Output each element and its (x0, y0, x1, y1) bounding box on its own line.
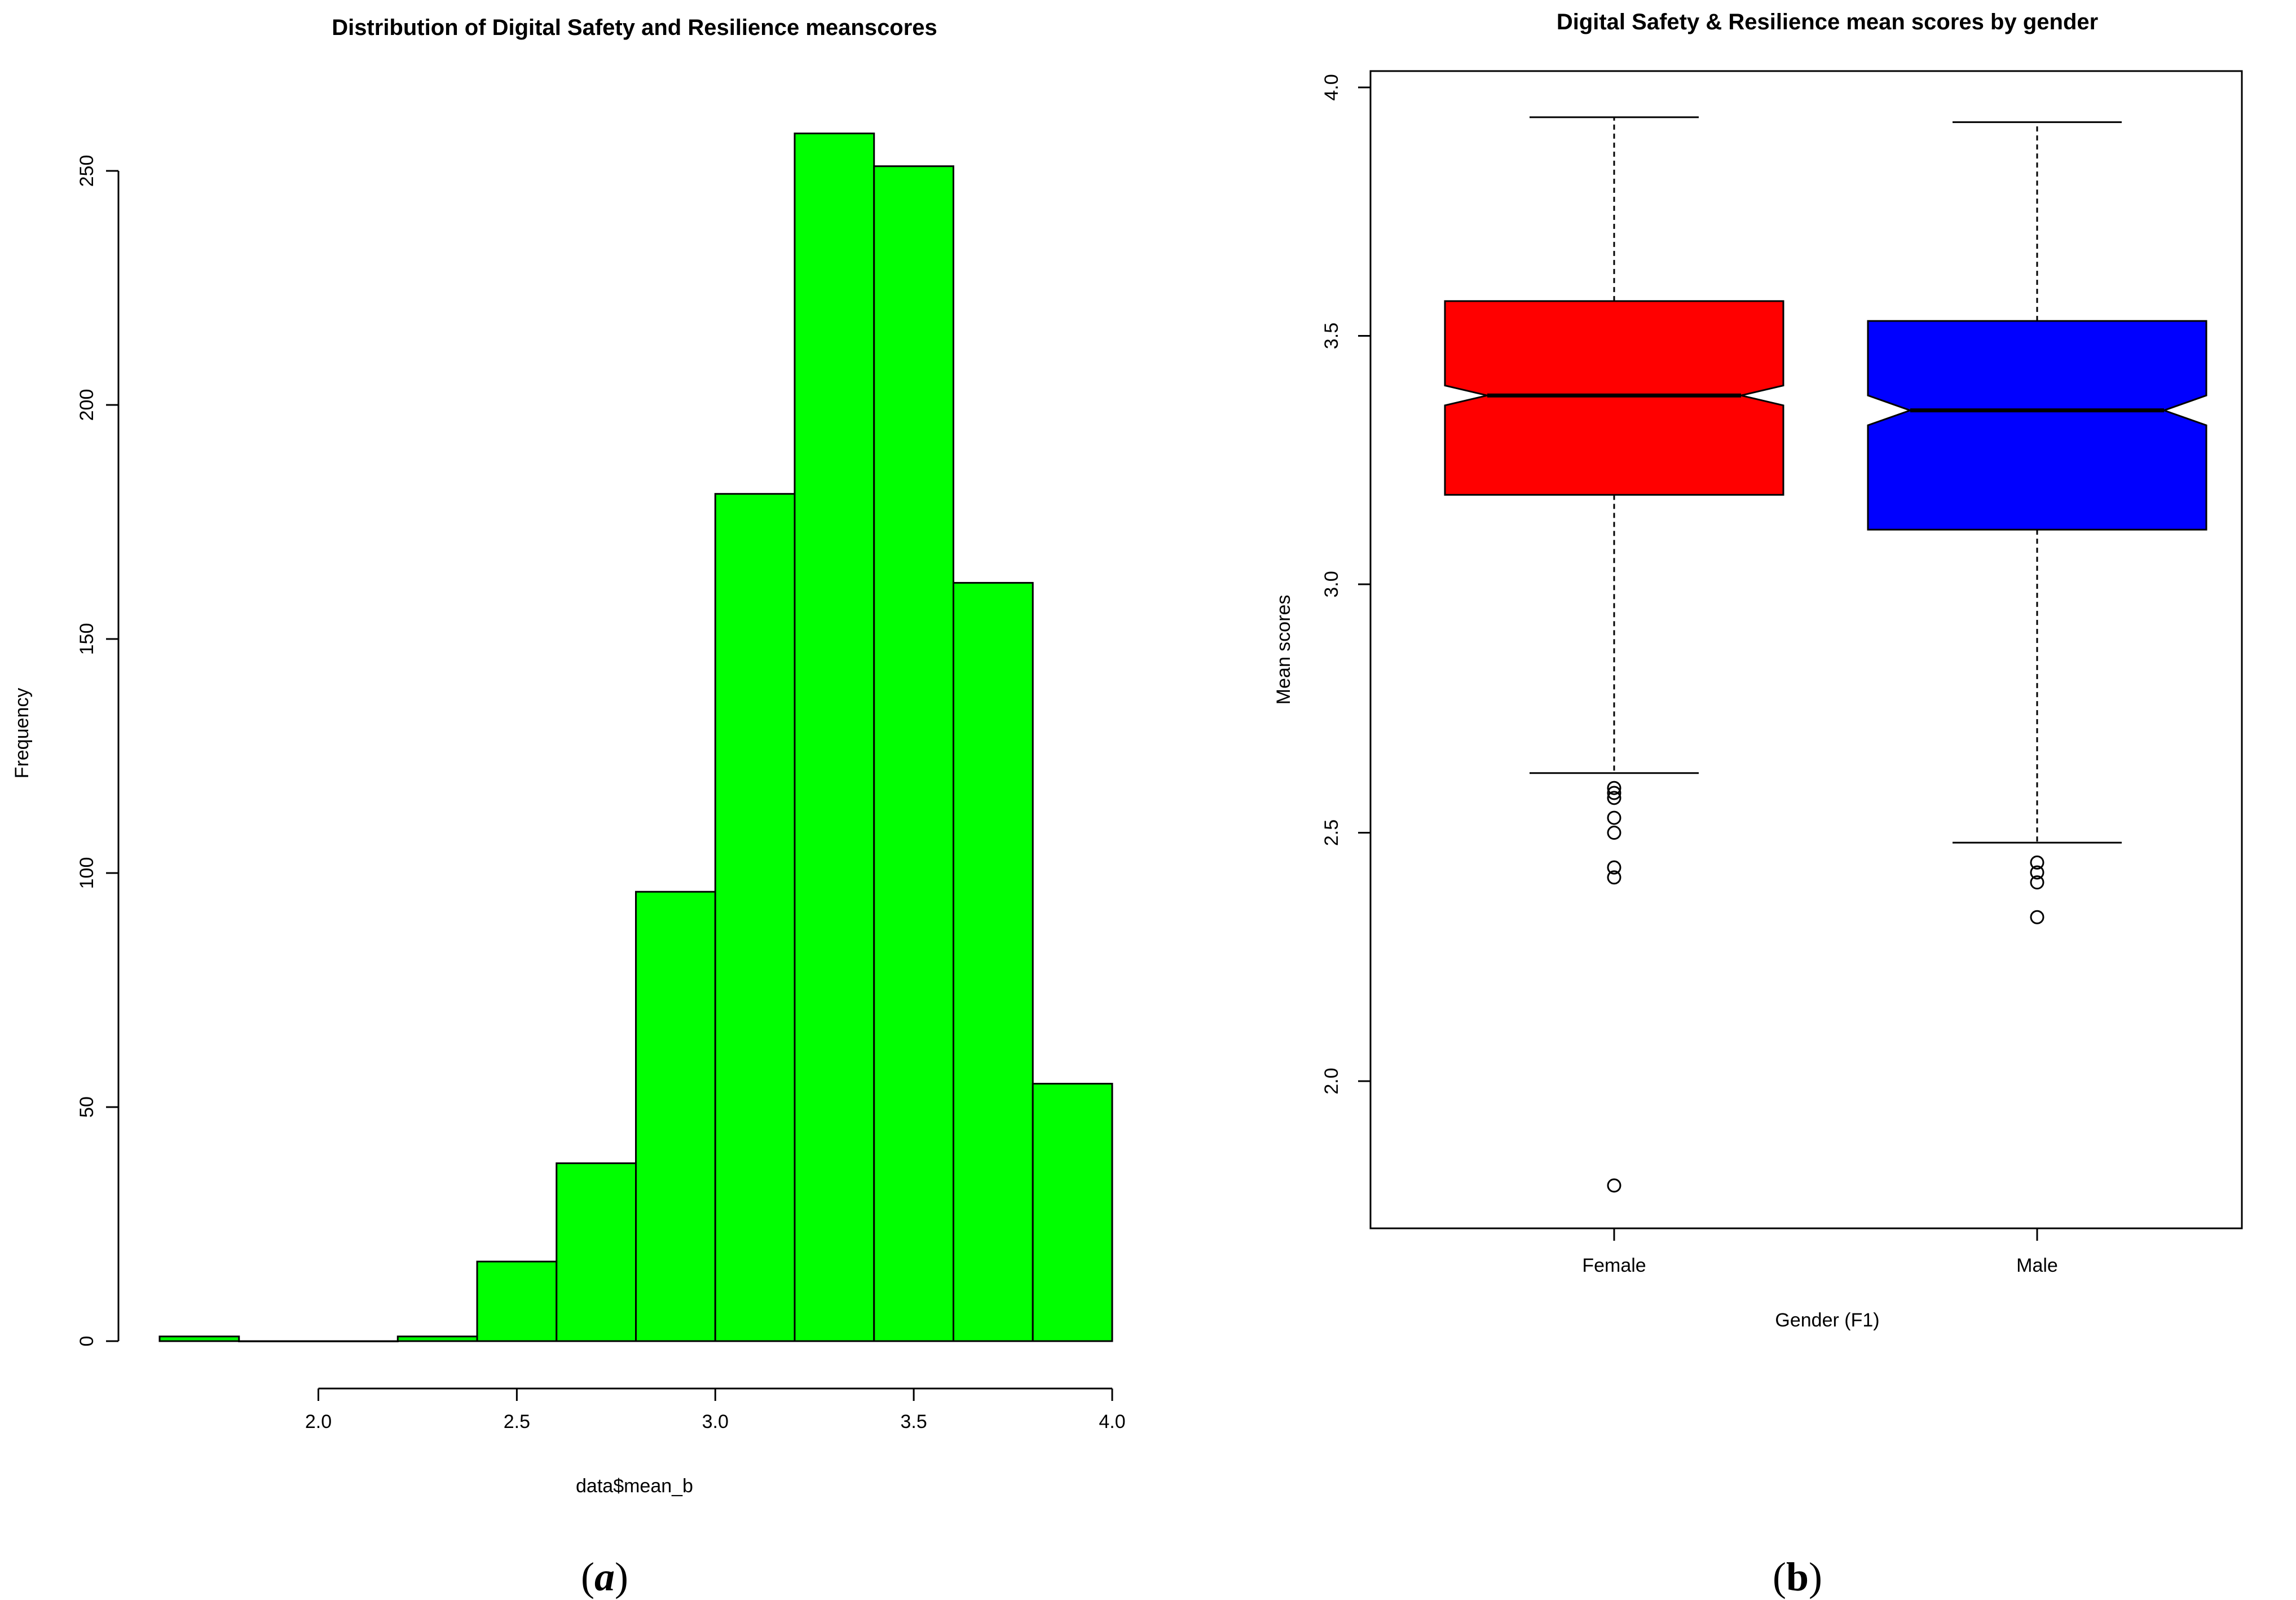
boxplot-box-female (1444, 116, 1784, 1193)
boxplot-y-tick-label: 3.0 (1321, 571, 1342, 597)
outlier-point (1607, 781, 1621, 795)
histogram-bar (318, 1340, 399, 1342)
histogram-x-label: data$mean_b (576, 1475, 693, 1497)
histogram-y-tick-label: 200 (76, 389, 98, 421)
histogram-bar (953, 581, 1034, 1342)
histogram-bar (635, 891, 716, 1342)
outlier-point (1607, 826, 1621, 840)
histogram-bar (556, 1162, 637, 1342)
histogram-y-label: Frequency (11, 688, 33, 779)
histogram-y-tick-label: 0 (76, 1336, 98, 1347)
histogram-bar (238, 1340, 319, 1342)
boxplot-y-axis: 2.0 2.5 3.0 3.5 4.0 (1321, 74, 1370, 1095)
histogram-y-tick-label: 250 (76, 155, 98, 187)
outlier-point (2030, 910, 2044, 924)
boxplot-y-tick-label: 2.0 (1321, 1068, 1342, 1094)
boxplot-x-tick-label: Female (1582, 1255, 1646, 1276)
histogram-x-tick-label: 3.5 (900, 1411, 927, 1432)
boxplot-x-axis: Female Male (1582, 1228, 2058, 1276)
boxplot-frame (1369, 70, 2243, 1229)
box-body (1444, 300, 1784, 496)
boxplot-x-tick-label: Male (2016, 1255, 2058, 1276)
histogram-bar (158, 1335, 240, 1342)
boxplot-panel: Digital Safety & Resilience mean scores … (1273, 10, 2243, 1331)
outlier-point (1607, 870, 1621, 885)
histogram-x-tick-label: 2.0 (305, 1411, 332, 1432)
histogram-bar (476, 1260, 558, 1342)
boxplot-title: Digital Safety & Resilience mean scores … (1557, 10, 2098, 34)
outlier-point (1607, 786, 1621, 800)
boxplot-box-male (1867, 121, 2207, 924)
outlier-point (2030, 865, 2044, 880)
panel-label-a: (a) (581, 1554, 628, 1599)
boxplot-y-label: Mean scores (1273, 595, 1294, 705)
boxplot-y-tick-label: 3.5 (1321, 323, 1342, 349)
histogram-bar (873, 165, 954, 1342)
outlier-point (1607, 860, 1621, 875)
histogram-title: Distribution of Digital Safety and Resil… (332, 15, 937, 40)
histogram-y-tick-label: 100 (76, 857, 98, 889)
histogram-y-axis: 0 50 100 150 200 250 (76, 155, 120, 1347)
boxplot-boxes (1444, 116, 2207, 1193)
box-body (1867, 320, 2207, 531)
histogram-panel: Distribution of Digital Safety and Resil… (11, 15, 1126, 1497)
histogram-bar (1032, 1083, 1113, 1342)
histogram-y-tick-label: 50 (76, 1096, 98, 1118)
histogram-y-tick-label: 150 (76, 623, 98, 655)
panel-label-b: (b) (1773, 1554, 1822, 1599)
boxplot-y-tick-label: 2.5 (1321, 819, 1342, 846)
histogram-bars (158, 133, 1113, 1342)
histogram-x-tick-label: 2.5 (504, 1411, 530, 1432)
outlier-point (1607, 1178, 1621, 1193)
histogram-bar (714, 493, 796, 1342)
histogram-x-tick-label: 3.0 (702, 1411, 729, 1432)
histogram-bar (396, 1335, 478, 1342)
outlier-point (1607, 791, 1621, 805)
outlier-point (2030, 855, 2044, 870)
outlier-point (1607, 810, 1621, 825)
histogram-x-tick-label: 4.0 (1099, 1411, 1125, 1432)
boxplot-y-tick-label: 4.0 (1321, 74, 1342, 100)
histogram-bar (794, 133, 875, 1342)
histogram-x-axis: 2.0 2.5 3.0 3.5 4.0 (305, 1387, 1126, 1432)
boxplot-x-label: Gender (F1) (1775, 1310, 1879, 1331)
outlier-point (2030, 875, 2044, 890)
